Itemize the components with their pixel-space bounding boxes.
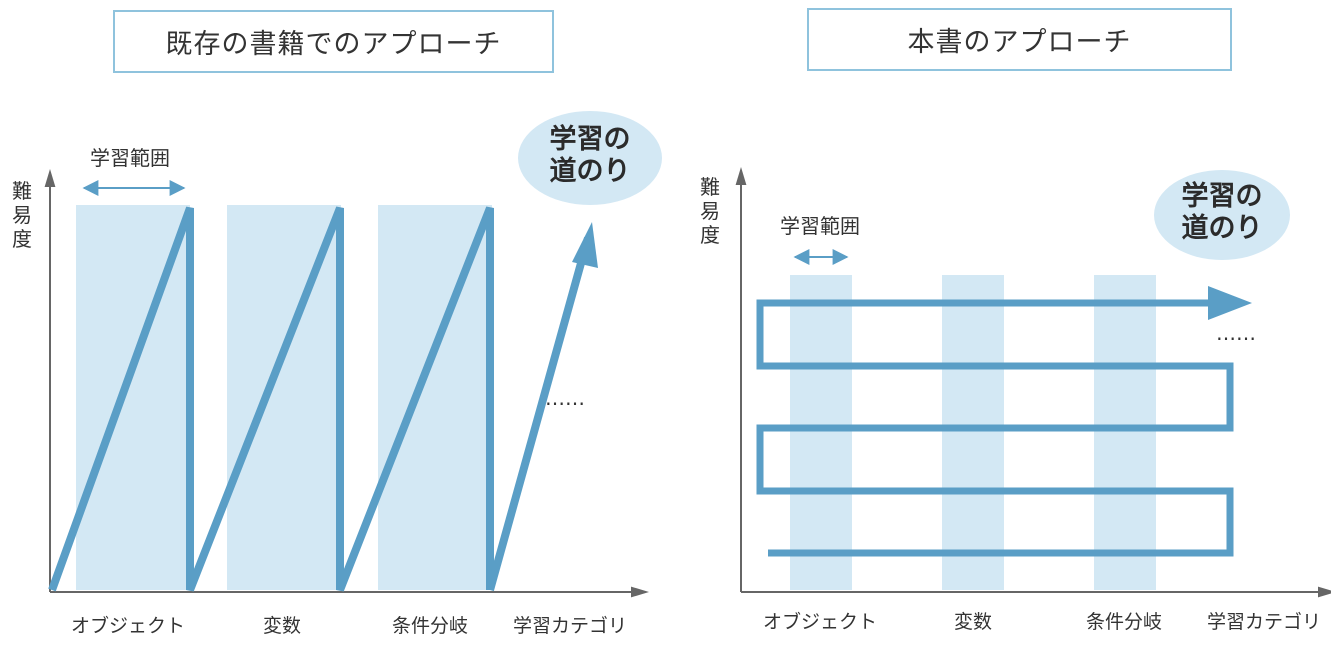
left-diagram: 学習範囲 難 易 度 学習の 道のり …… オブジェクト 変数 条件分岐 学習カ… — [12, 111, 662, 637]
left-path-arrowhead — [572, 222, 598, 268]
left-category-variable: 変数 — [263, 615, 301, 637]
right-category-learning: 学習カテゴリ — [1207, 611, 1321, 633]
right-ellipsis: …… — [1216, 321, 1256, 345]
left-range-label: 学習範囲 — [90, 146, 170, 170]
left-ellipsis: …… — [545, 386, 585, 410]
left-bubble — [518, 111, 662, 205]
right-category-object: オブジェクト — [763, 610, 877, 633]
right-diagram-title: 本書のアプローチ — [807, 8, 1232, 71]
left-category-branch: 条件分岐 — [392, 615, 468, 637]
right-bubble-line2: 道のり — [1182, 212, 1263, 244]
left-bubble-line1: 学習の — [550, 123, 631, 155]
right-band-variable — [942, 275, 1004, 590]
left-diagram-title: 既存の書籍でのアプローチ — [113, 10, 554, 73]
right-y-label-1: 難 — [700, 175, 720, 199]
right-path-arrowhead — [1208, 286, 1252, 320]
left-y-label-3: 度 — [12, 227, 32, 251]
left-category-learning: 学習カテゴリ — [513, 615, 627, 637]
right-diagram: 学習範囲 難 易 度 学習の 道のり …… オブジェクト 変数 条件分岐 学習カ… — [700, 167, 1331, 633]
left-band-branch — [378, 205, 492, 590]
left-category-object: オブジェクト — [71, 614, 185, 637]
left-y-label-1: 難 — [12, 179, 32, 203]
left-bubble-line2: 道のり — [550, 155, 631, 187]
right-y-label-3: 度 — [700, 223, 720, 247]
left-band-variable — [227, 205, 341, 590]
right-band-branch — [1094, 275, 1156, 590]
left-y-label-2: 易 — [12, 203, 32, 227]
left-learning-path-arrow — [486, 236, 592, 592]
right-band-object — [790, 275, 852, 590]
left-learning-path — [48, 206, 494, 592]
right-range-label: 学習範囲 — [780, 214, 860, 238]
right-bubble-line1: 学習の — [1182, 180, 1263, 212]
right-category-variable: 変数 — [954, 611, 992, 633]
right-y-label-2: 易 — [700, 199, 720, 223]
right-category-branch: 条件分岐 — [1086, 611, 1162, 633]
right-learning-path — [756, 299, 1234, 557]
right-bubble — [1154, 170, 1290, 260]
